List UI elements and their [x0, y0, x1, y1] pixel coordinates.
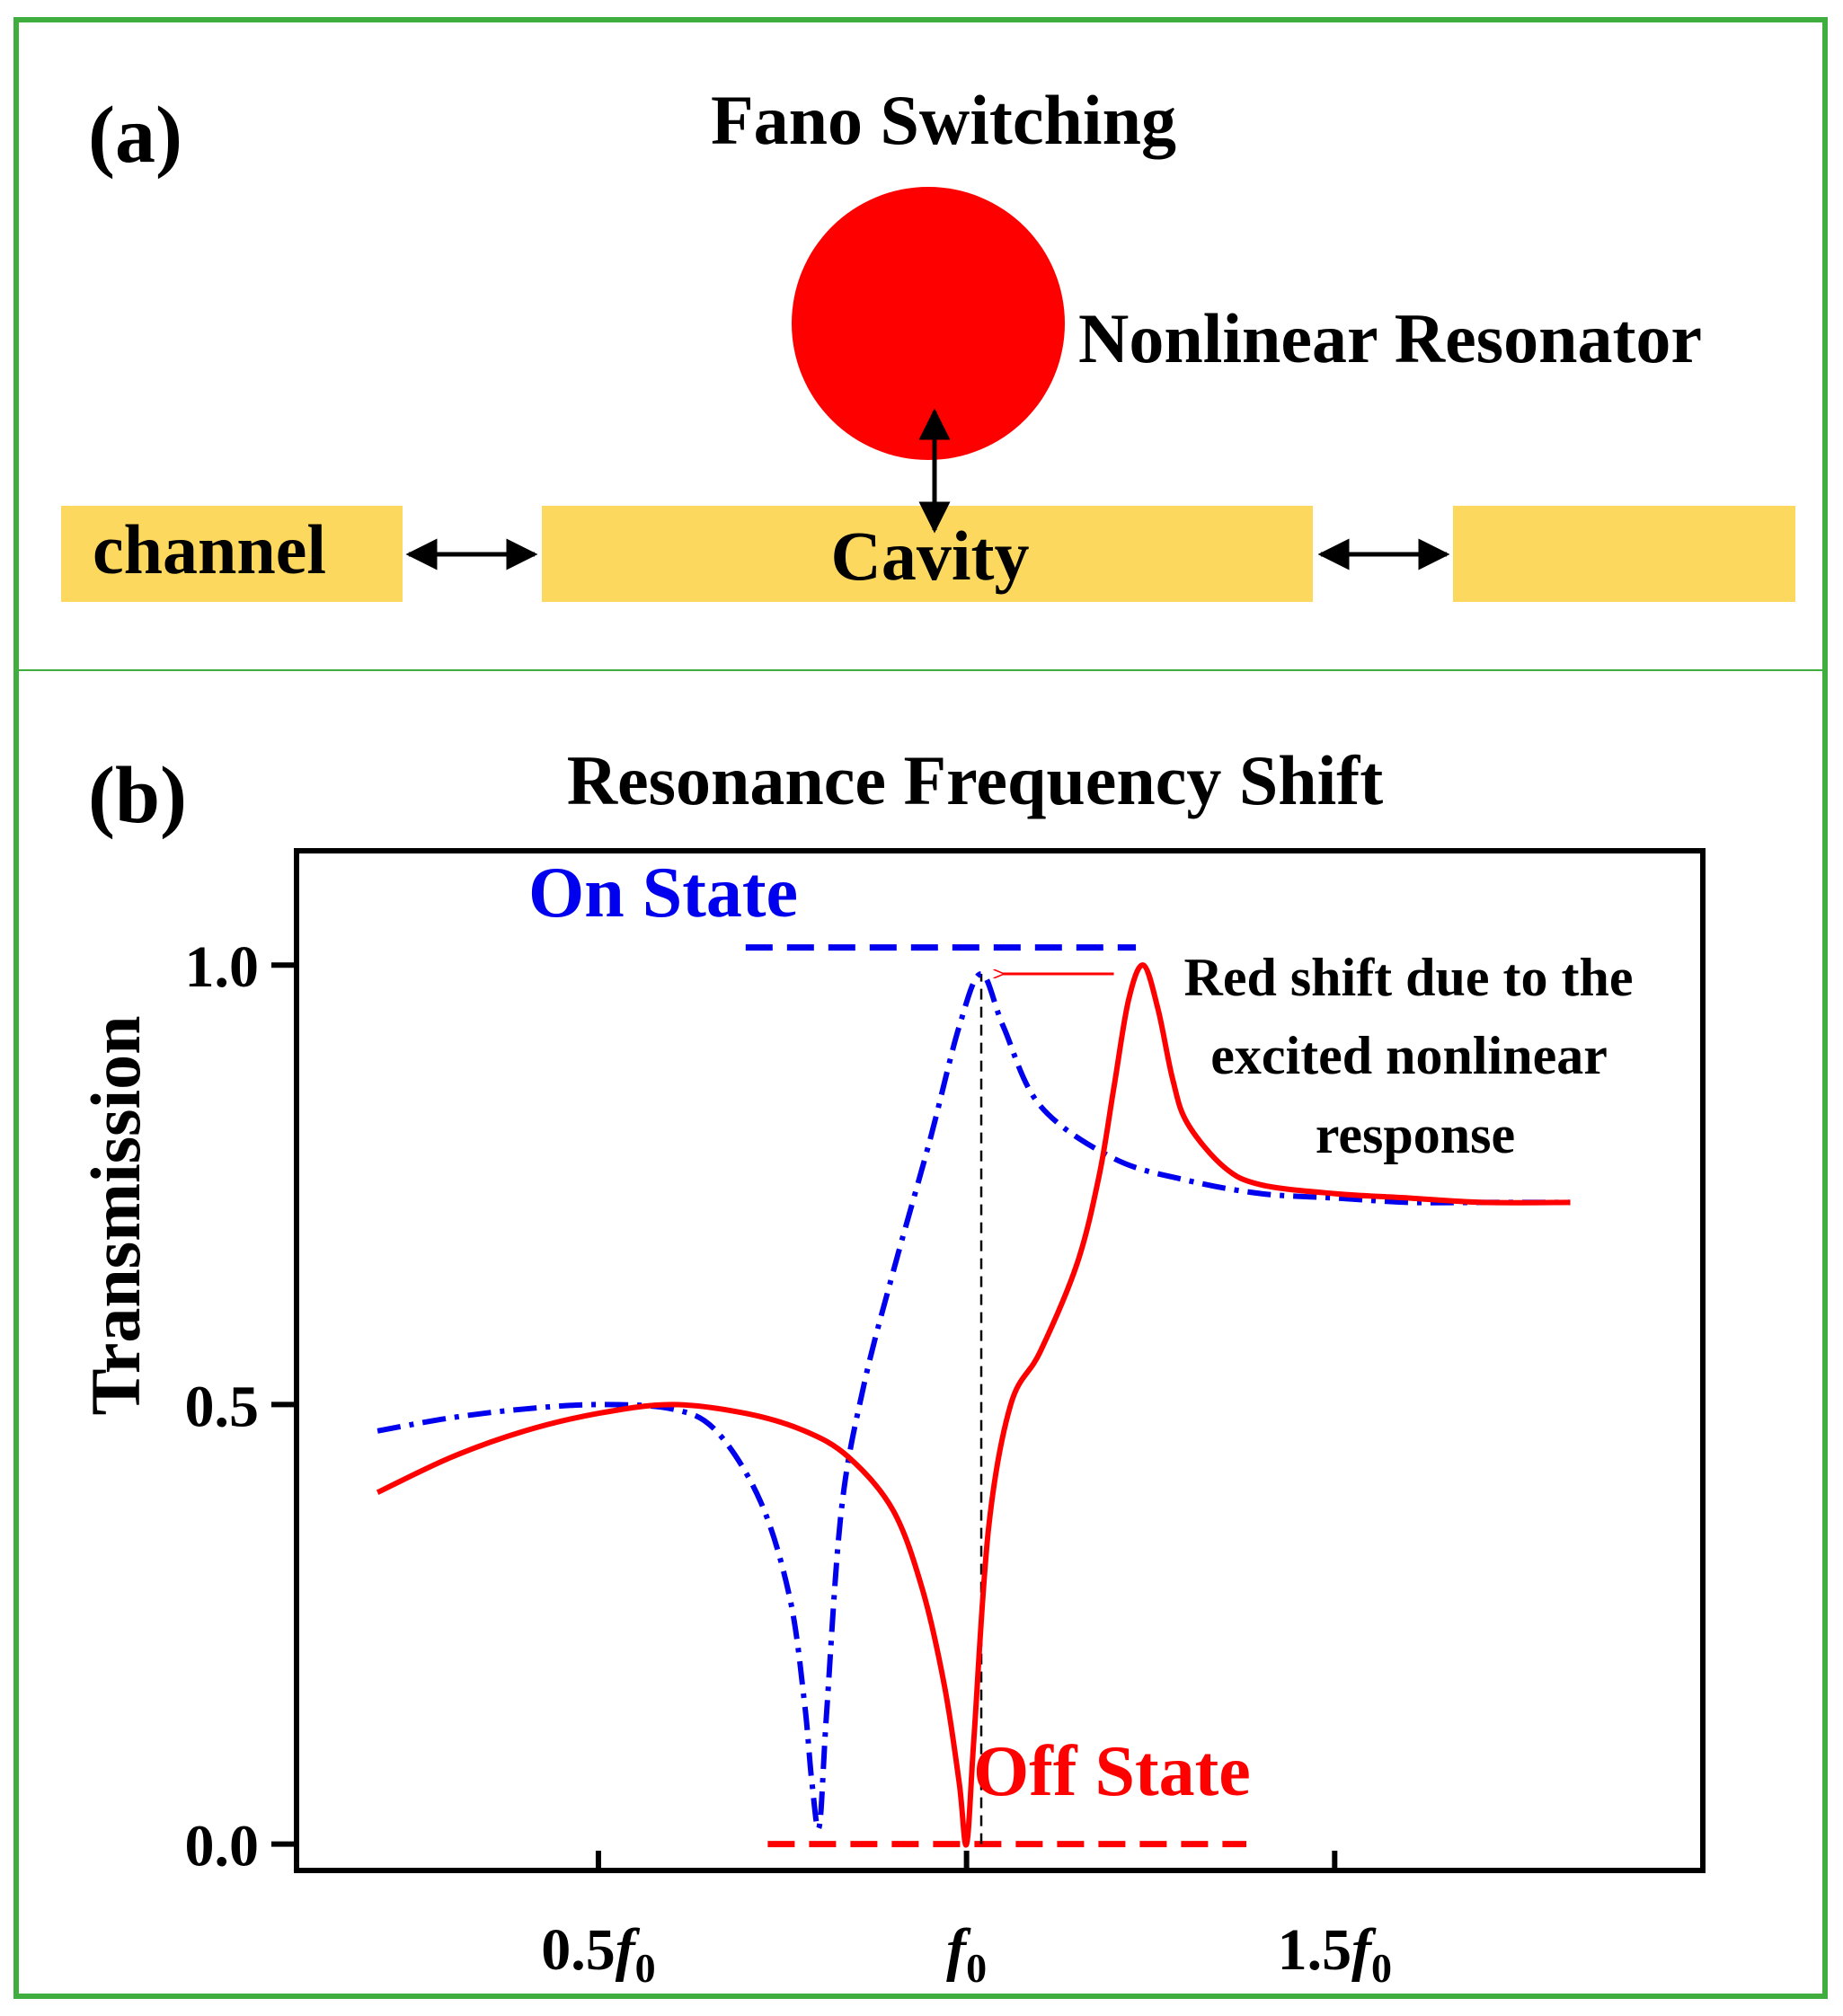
y-tick-label-0: 0.0: [185, 1814, 260, 1879]
resonator-label: Nonlinear Resonator: [1078, 299, 1702, 377]
y-tick-label-1: 0.5: [185, 1374, 260, 1439]
panel-a: (a) Fano Switching Nonlinear Resonator c…: [61, 81, 1795, 602]
panel-b-label: (b): [88, 751, 187, 840]
x-tick-label-1: f0: [946, 1917, 987, 1991]
chart-title: Resonance Frequency Shift: [567, 741, 1384, 819]
output-channel-waveguide: [1453, 506, 1795, 602]
x-tick-label-2: 1.5f0: [1278, 1917, 1392, 1991]
panel-a-label: (a): [88, 91, 182, 180]
panel-a-title: Fano Switching: [711, 81, 1176, 159]
plot-frame: [294, 848, 1706, 1873]
annotation-line-3: response: [1316, 1105, 1515, 1164]
channel-label: channel: [93, 510, 326, 588]
off-state-curve: [376, 962, 1571, 1848]
off-state-label: Off State: [973, 1732, 1251, 1811]
annotation-line-2: excited nonlinear: [1210, 1026, 1607, 1085]
on-state-label: On State: [528, 853, 798, 933]
panel-b: (b) Resonance Frequency Shift Transmissi…: [76, 741, 1706, 1991]
red-shift-annotation: Red shift due to the excited nonlinear r…: [1183, 948, 1646, 1164]
input-channel-waveguide: [61, 506, 403, 602]
cavity-label: Cavity: [831, 517, 1030, 595]
nonlinear-resonator: [792, 187, 1065, 460]
on-state-curve: [377, 970, 1571, 1832]
annotation-line-1: Red shift due to the: [1183, 948, 1633, 1007]
y-tick-label-2: 1.0: [185, 934, 260, 1000]
y-axis-label: Transmission: [76, 1016, 155, 1416]
transmission-chart: 0.0 0.5 1.0 0.5f0 f0 1.5f0: [185, 848, 1706, 1991]
outer-frame: [13, 17, 1828, 1999]
x-tick-label-0: 0.5f0: [541, 1917, 655, 1991]
